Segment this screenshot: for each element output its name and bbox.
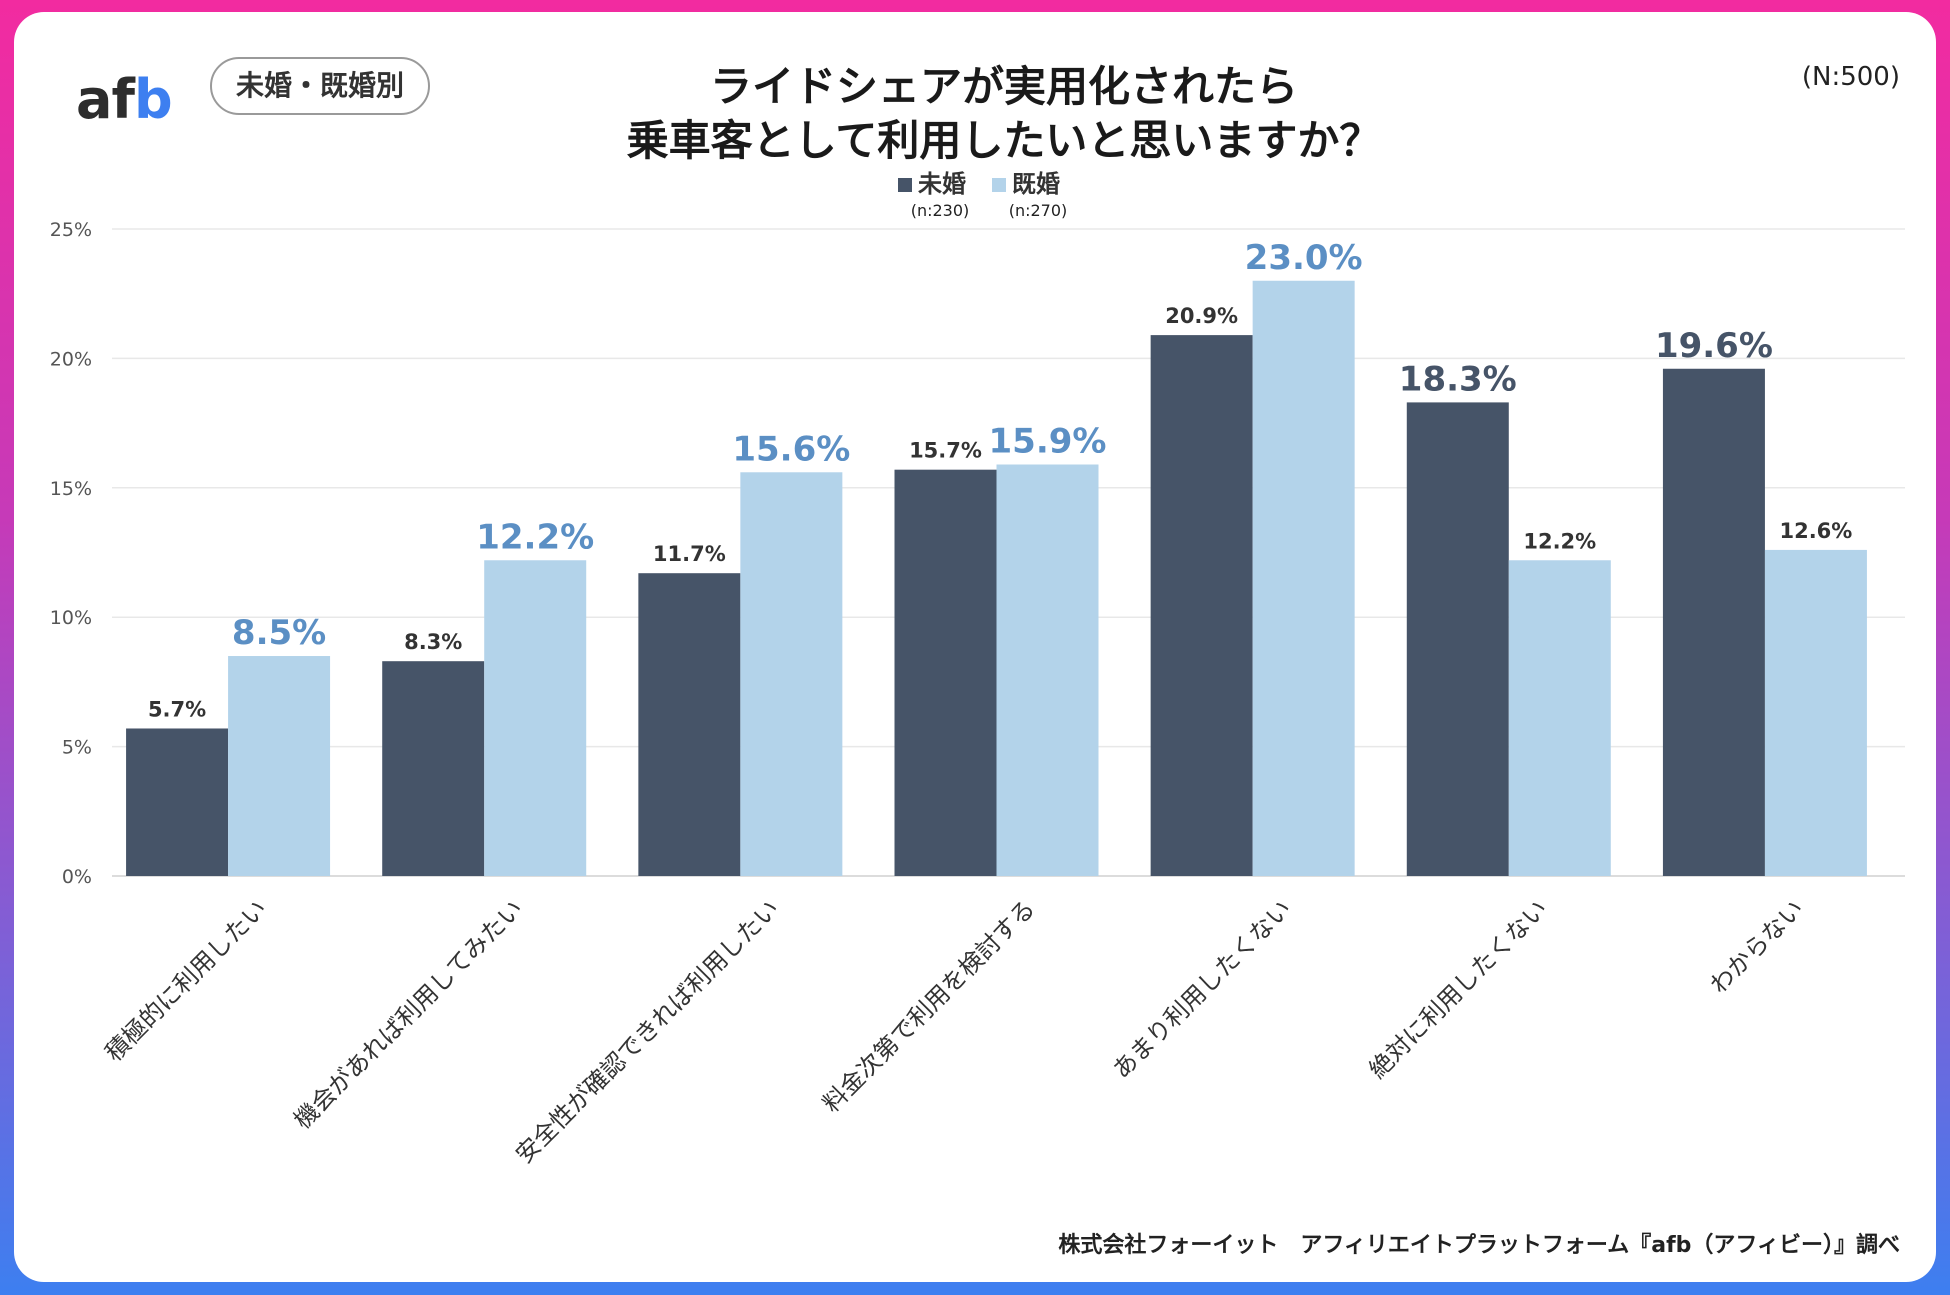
data-label: 18.3% bbox=[1399, 359, 1517, 399]
segment-badge: 未婚・既婚別 bbox=[210, 57, 430, 115]
afb-logo: afb bbox=[76, 70, 206, 130]
category-label: あまり利用したくない bbox=[1107, 894, 1297, 1084]
y-tick-label: 5% bbox=[62, 737, 92, 759]
data-label: 11.7% bbox=[653, 542, 726, 566]
legend-n-unmarried: (n:230) bbox=[911, 201, 970, 220]
category-label: わからない bbox=[1705, 894, 1810, 999]
data-label: 5.7% bbox=[148, 697, 206, 721]
bar-married bbox=[1764, 549, 1867, 876]
category-label: 料金次第で利用を検討する bbox=[817, 894, 1040, 1117]
legend-swatch-unmarried bbox=[898, 178, 912, 192]
y-tick-label: 10% bbox=[50, 607, 92, 629]
bar-unmarried bbox=[126, 728, 229, 876]
category-label: 積極的に利用したい bbox=[100, 894, 273, 1067]
data-label: 15.6% bbox=[732, 429, 850, 469]
data-label: 15.9% bbox=[989, 422, 1107, 462]
data-label: 15.7% bbox=[909, 439, 982, 463]
category-label: 機会があれば利用してみたい bbox=[289, 894, 529, 1134]
category-label: 絶対に利用したくない bbox=[1364, 894, 1554, 1084]
y-tick-label: 25% bbox=[50, 219, 92, 241]
data-label: 19.6% bbox=[1655, 326, 1773, 366]
bar-married bbox=[1252, 280, 1355, 876]
data-label: 12.2% bbox=[476, 517, 594, 557]
sample-size: (N:500) bbox=[1801, 62, 1900, 92]
title-line-2: 乗車客として利用したいと思いますか？ bbox=[626, 116, 1382, 165]
legend-n-married: (n:270) bbox=[1009, 201, 1068, 220]
bar-married bbox=[1508, 560, 1611, 876]
bar-married bbox=[740, 472, 843, 876]
bar-unmarried bbox=[1406, 402, 1509, 876]
bar-unmarried bbox=[894, 469, 997, 876]
bar-married bbox=[228, 656, 331, 876]
data-label: 23.0% bbox=[1245, 238, 1363, 278]
title-line-1: ライドシェアが実用化されたら bbox=[709, 62, 1298, 111]
y-tick-label: 15% bbox=[50, 478, 92, 500]
data-label: 8.3% bbox=[404, 630, 462, 654]
source-footer: 株式会社フォーイット アフィリエイトプラットフォーム『afb（アフィビー）』調べ bbox=[1058, 1233, 1900, 1258]
y-tick-label: 0% bbox=[62, 866, 92, 888]
legend-label-unmarried: 未婚 bbox=[918, 170, 966, 198]
bar-married bbox=[996, 464, 1099, 876]
bar-unmarried bbox=[1150, 335, 1253, 876]
data-label: 12.6% bbox=[1779, 519, 1852, 543]
data-label: 8.5% bbox=[232, 613, 326, 653]
bar-unmarried bbox=[638, 573, 741, 876]
chart-card: afb 未婚・既婚別 ライドシェアが実用化されたら 乗車客として利用したいと思い… bbox=[14, 12, 1936, 1282]
bar-married bbox=[484, 560, 587, 876]
data-label: 12.2% bbox=[1523, 529, 1596, 553]
bar-unmarried bbox=[1662, 368, 1765, 876]
bar-unmarried bbox=[382, 661, 485, 876]
data-label: 20.9% bbox=[1165, 304, 1238, 328]
logo-text-b: b bbox=[133, 68, 173, 131]
legend-label-married: 既婚 bbox=[1012, 170, 1060, 198]
legend-swatch-married bbox=[992, 178, 1006, 192]
chart-title: ライドシェアが実用化されたら 乗車客として利用したいと思いますか？ bbox=[464, 60, 1544, 168]
logo-text-af: af bbox=[76, 68, 135, 131]
y-tick-label: 20% bbox=[50, 348, 92, 370]
category-label: 安全性が確認できれば利用したい bbox=[510, 894, 784, 1168]
